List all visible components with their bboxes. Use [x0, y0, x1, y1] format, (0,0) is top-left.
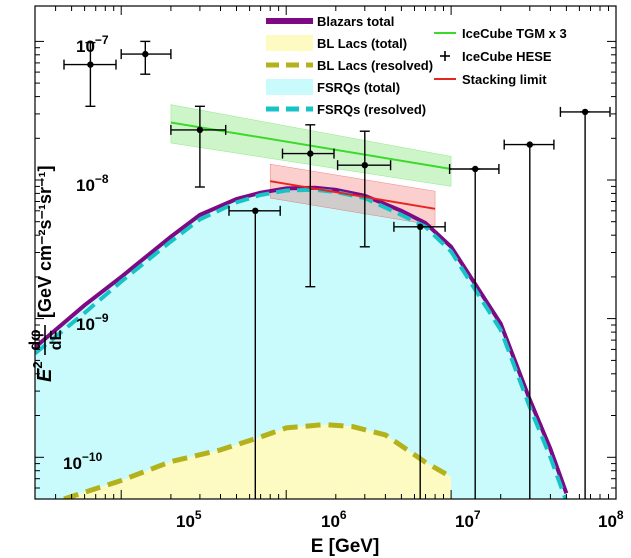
hese-point-5 [336, 130, 392, 248]
x-tick-label-1e6: 106 [321, 508, 347, 531]
y-tick-label-1e-7: 10−7 [76, 33, 109, 56]
legend-item-5: IceCube TGM x 3 [434, 26, 567, 41]
legend-label: FSRQs (total) [317, 80, 400, 95]
y-axis-denominator: dE [48, 329, 65, 350]
hese-point-7 [448, 164, 500, 499]
hese-point-8 [503, 139, 555, 499]
hese-point-1 [120, 40, 172, 75]
hese-marker [142, 50, 149, 58]
legend-swatch [266, 35, 313, 51]
y-axis-title: E2 dφ dE [GeV cm⁻²s⁻¹sr⁻¹] [27, 165, 65, 382]
hese-marker [417, 223, 424, 230]
hese-marker [581, 108, 589, 116]
hese-marker [196, 126, 204, 134]
hese-point-4 [281, 124, 335, 288]
legend-label: BL Lacs (total) [317, 36, 407, 51]
hese-marker [87, 61, 94, 68]
x-tick-label-1e7: 107 [455, 508, 481, 531]
legend-item-0: Blazars total [266, 14, 394, 29]
icecube-hese-points [63, 40, 611, 499]
hese-point-9 [559, 106, 611, 499]
legend-label: IceCube HESE [462, 49, 552, 64]
legend-item-4: FSRQs (resolved) [266, 102, 426, 117]
legend-item-1: BL Lacs (total) [266, 35, 407, 51]
legend-item-6: IceCube HESE [440, 49, 552, 64]
x-tick-label-1e5: 105 [176, 508, 202, 531]
x-axis-title: E [GeV] [311, 536, 380, 557]
legend-label: Blazars total [317, 14, 394, 29]
hese-point-3 [228, 205, 281, 499]
hese-point-6 [393, 221, 446, 499]
hese-marker [307, 150, 314, 157]
blazars-total-line [35, 185, 569, 494]
y-axis-unit: [GeV cm⁻²s⁻¹sr⁻¹] [35, 165, 55, 318]
y-axis-numerator: dφ [27, 329, 44, 350]
bl-lacs-total-area [64, 424, 452, 499]
hese-point-0 [63, 41, 117, 108]
fsrqs-total-area [35, 187, 567, 499]
y-tick-label-1e-9: 10−9 [76, 311, 109, 334]
y-tick-label-1e-8: 10−8 [76, 172, 109, 195]
legend-swatch [266, 79, 313, 95]
legend-item-3: FSRQs (total) [266, 79, 400, 95]
legend-label: FSRQs (resolved) [317, 102, 426, 117]
plot-area [35, 40, 611, 499]
hese-marker [361, 162, 368, 169]
x-tick-label-1e8: 108 [598, 508, 624, 531]
y-tick-label-1e-10: 10−10 [63, 450, 103, 473]
hese-point-2 [170, 105, 227, 188]
legend-label: BL Lacs (resolved) [317, 58, 433, 73]
legend: Blazars total BL Lacs (total) BL Lacs (res… [266, 14, 567, 117]
hese-marker [252, 207, 259, 214]
y-tick-labels: 10−10 10−9 10−8 10−7 [63, 33, 109, 473]
hese-marker [472, 165, 479, 173]
legend-item-7: Stacking limit [434, 72, 547, 87]
axis-ticks [34, 6, 617, 499]
legend-label: IceCube TGM x 3 [462, 26, 567, 41]
x-tick-labels: 105 106 107 108 [176, 508, 624, 531]
stacking-limit-line [270, 180, 436, 210]
legend-item-2: BL Lacs (resolved) [266, 58, 433, 73]
bl-lacs-resolved-line [63, 422, 453, 499]
hese-marker [526, 141, 533, 148]
y-axis-prefix: E2 [30, 361, 56, 382]
legend-label: Stacking limit [462, 72, 547, 87]
